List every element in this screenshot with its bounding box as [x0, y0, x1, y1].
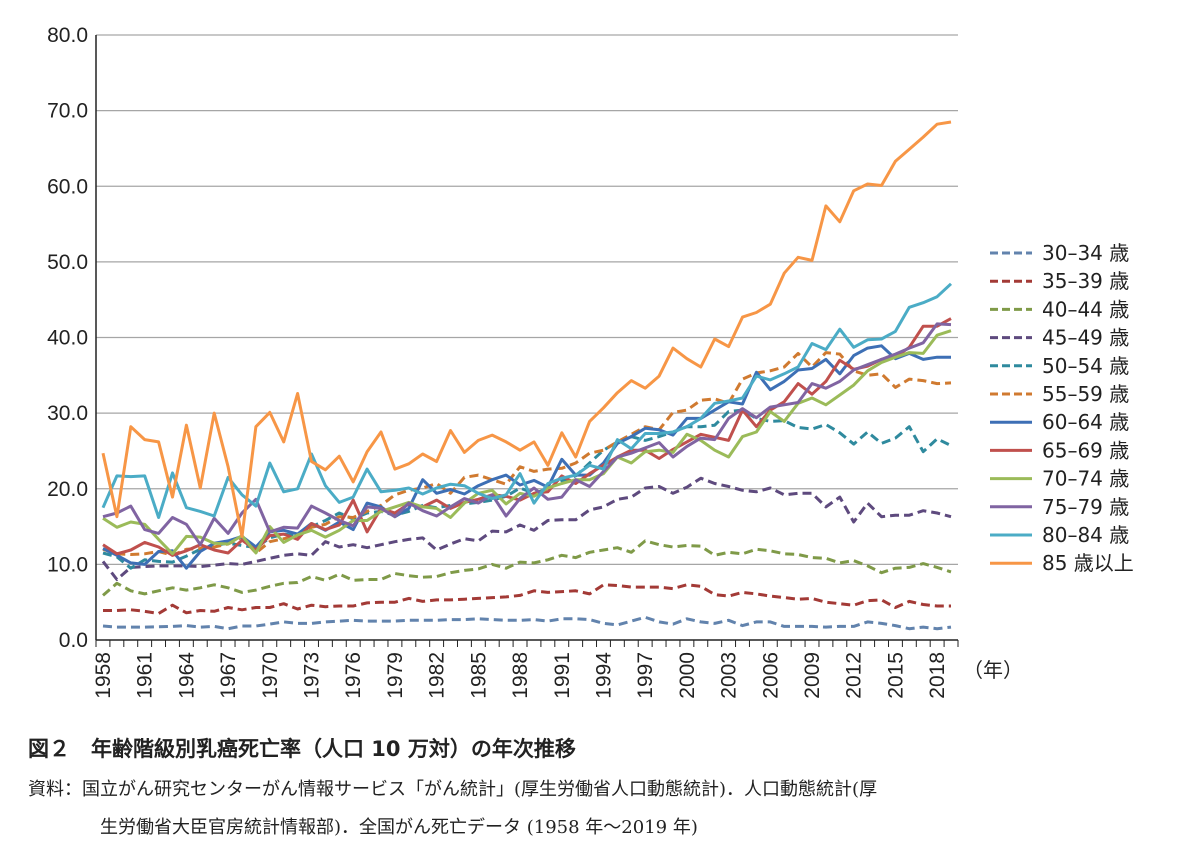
series-line-9: [102, 329, 952, 556]
series-line-11: [101, 282, 953, 519]
source-note-line-2: 生労働省大臣官房統計情報部)．全国がん死亡データ (1958 年～2019 年): [100, 817, 698, 838]
y-tick-label: 50.0: [47, 251, 88, 274]
legend-label: 35–39 歳: [1042, 269, 1129, 293]
y-tick-label: 0.0: [59, 629, 88, 652]
legend-label: 45–49 歳: [1042, 326, 1129, 350]
legend-label: 80–84 歳: [1042, 523, 1129, 547]
x-tick-label: 1961: [134, 652, 157, 699]
x-tick-label: 1991: [551, 652, 574, 699]
x-tick-label: 1985: [467, 652, 490, 699]
y-tick-label: 70.0: [47, 100, 88, 123]
legend-label: 75–79 歳: [1042, 495, 1129, 519]
x-tick-label: 1967: [217, 652, 240, 699]
x-tick-label: 2015: [884, 652, 907, 699]
y-tick-label: 80.0: [47, 24, 88, 47]
x-tick-label: 2012: [843, 652, 866, 699]
x-tick-label: 1970: [259, 652, 282, 699]
x-tick-label: 1964: [175, 652, 198, 699]
y-tick-label: 20.0: [47, 478, 88, 501]
series-line-4: [101, 476, 952, 581]
source-note-line-1: 資料：国立がん研究センターがん情報サービス「がん統計」(厚生労働省人口動態統計)…: [28, 779, 878, 800]
x-tick-label: 2000: [676, 652, 699, 699]
x-tick-label: 1958: [92, 652, 115, 699]
y-tick-label: 60.0: [47, 175, 88, 198]
series-line-8: [102, 317, 952, 557]
x-tick-label: 2006: [759, 652, 782, 699]
x-tick-label: 2003: [718, 652, 741, 699]
x-axis-unit-label: （年）: [963, 658, 1023, 682]
series-line-1: [102, 615, 952, 631]
legend-label: 65–69 歳: [1042, 438, 1129, 462]
x-tick-label: 1982: [426, 652, 449, 699]
series-line-12: [101, 120, 952, 538]
x-tick-label: 1994: [592, 652, 615, 699]
y-tick-label: 30.0: [47, 402, 88, 425]
legend-label: 55–59 歳: [1042, 382, 1129, 406]
legend-label: 30–34 歳: [1042, 241, 1129, 265]
series-line-10: [102, 322, 952, 547]
series-line-7: [102, 344, 951, 570]
x-tick-label: 1973: [301, 652, 324, 699]
x-tick-label: 2009: [801, 652, 824, 699]
legend-label: 85 歳以上: [1042, 551, 1134, 575]
legend-label: 60–64 歳: [1042, 410, 1129, 434]
y-tick-label: 10.0: [47, 553, 88, 576]
x-tick-label: 1979: [384, 652, 407, 699]
x-tick-label: 1997: [634, 652, 657, 699]
line-chart: 0.0 10.0 20.0 30.0 40.0 50.0 60.0 70.0 80.0 1958 1…: [47, 24, 1134, 699]
series-line-2: [103, 583, 951, 615]
x-tick-label: 2018: [926, 652, 949, 699]
legend-label: 40–44 歳: [1042, 297, 1129, 321]
legend-label: 70–74 歳: [1042, 467, 1129, 491]
x-tick-label: 1976: [342, 652, 365, 699]
y-tick-label: 40.0: [47, 327, 88, 350]
x-tick-label: 1988: [509, 652, 532, 699]
legend-label: 50–54 歳: [1042, 354, 1129, 378]
figure-title: 図２ 年齢階級別乳癌死亡率（人口 10 万対）の年次推移: [28, 737, 576, 761]
